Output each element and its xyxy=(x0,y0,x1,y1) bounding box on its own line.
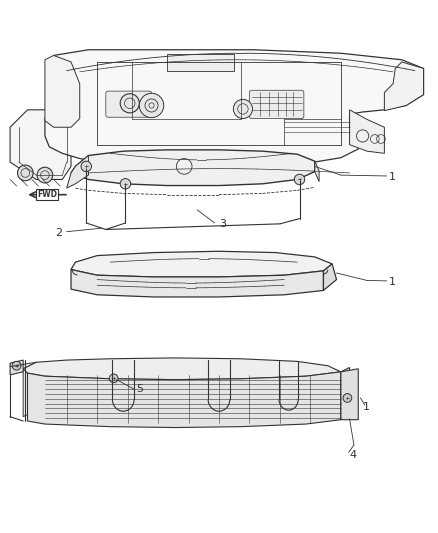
Polygon shape xyxy=(315,161,319,182)
Polygon shape xyxy=(23,362,36,417)
Polygon shape xyxy=(45,50,424,168)
Circle shape xyxy=(120,94,139,113)
Text: 5: 5 xyxy=(136,384,143,394)
Text: 1: 1 xyxy=(389,277,396,287)
Polygon shape xyxy=(28,372,341,427)
Polygon shape xyxy=(67,156,88,188)
FancyBboxPatch shape xyxy=(250,90,304,118)
FancyBboxPatch shape xyxy=(106,91,152,117)
Polygon shape xyxy=(71,150,315,185)
Circle shape xyxy=(18,165,33,181)
Polygon shape xyxy=(341,369,358,419)
Circle shape xyxy=(12,361,21,370)
Text: 1: 1 xyxy=(363,402,370,411)
Polygon shape xyxy=(23,358,341,379)
Text: FWD: FWD xyxy=(37,190,57,199)
Polygon shape xyxy=(323,264,336,290)
Polygon shape xyxy=(350,110,385,154)
Polygon shape xyxy=(341,367,350,419)
Circle shape xyxy=(120,179,131,189)
Polygon shape xyxy=(45,55,80,127)
Polygon shape xyxy=(385,62,424,111)
Circle shape xyxy=(37,167,53,183)
Circle shape xyxy=(343,393,352,402)
Circle shape xyxy=(110,374,118,383)
Circle shape xyxy=(294,174,305,184)
Text: 3: 3 xyxy=(219,219,226,229)
Circle shape xyxy=(233,99,253,118)
Polygon shape xyxy=(71,270,323,297)
Polygon shape xyxy=(10,360,23,375)
Bar xyxy=(167,54,234,71)
Text: 1: 1 xyxy=(389,172,396,182)
Text: 4: 4 xyxy=(350,449,357,459)
Circle shape xyxy=(81,161,92,172)
Circle shape xyxy=(139,93,164,118)
Polygon shape xyxy=(10,110,71,180)
Polygon shape xyxy=(71,251,332,277)
Text: 2: 2 xyxy=(55,228,62,238)
